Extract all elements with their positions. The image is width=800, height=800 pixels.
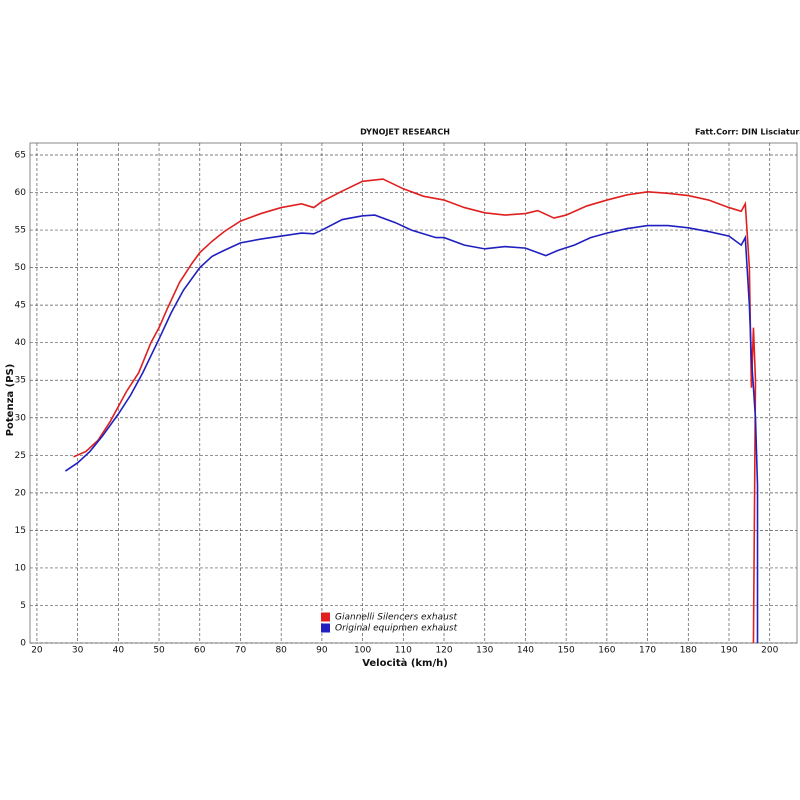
legend-swatch bbox=[321, 623, 330, 633]
y-tick-label: 5 bbox=[20, 601, 26, 611]
chart-subtitle: Fatt.Corr: DIN Lisciatura: bbox=[695, 128, 800, 137]
x-tick-label: 50 bbox=[153, 646, 165, 656]
legend-label: Original equipmen exhaust bbox=[335, 624, 458, 634]
y-tick-label: 60 bbox=[15, 188, 27, 198]
x-axis-label: Velocità (km/h) bbox=[362, 657, 448, 669]
x-tick-label: 30 bbox=[72, 646, 84, 656]
x-tick-label: 80 bbox=[275, 646, 287, 656]
chart-title: DYNOJET RESEARCH bbox=[360, 128, 450, 137]
y-tick-label: 65 bbox=[15, 151, 26, 161]
y-tick-label: 20 bbox=[15, 488, 27, 498]
y-tick-label: 0 bbox=[20, 639, 26, 649]
x-tick-label: 160 bbox=[598, 646, 615, 656]
y-tick-label: 25 bbox=[15, 451, 26, 461]
y-axis-label: Potenza (PS) bbox=[5, 364, 16, 437]
x-tick-label: 180 bbox=[680, 646, 697, 656]
x-tick-label: 90 bbox=[316, 646, 328, 656]
x-tick-label: 130 bbox=[476, 646, 493, 656]
x-tick-label: 60 bbox=[194, 646, 206, 656]
y-tick-label: 15 bbox=[15, 526, 26, 536]
y-tick-label: 45 bbox=[15, 301, 26, 311]
series-line bbox=[73, 178, 757, 644]
x-tick-label: 40 bbox=[113, 646, 125, 656]
y-tick-label: 35 bbox=[15, 376, 26, 386]
legend-swatch bbox=[321, 612, 330, 622]
y-tick-label: 50 bbox=[15, 263, 27, 273]
x-tick-label: 200 bbox=[761, 646, 778, 656]
x-tick-label: 170 bbox=[639, 646, 656, 656]
x-tick-label: 120 bbox=[435, 646, 452, 656]
y-tick-label: 40 bbox=[15, 338, 27, 348]
legend-label: Giannelli Silencers exhaust bbox=[335, 613, 457, 623]
series-line bbox=[64, 214, 759, 643]
y-tick-label: 30 bbox=[15, 413, 27, 423]
x-tick-label: 20 bbox=[31, 646, 43, 656]
x-tick-label: 140 bbox=[517, 646, 534, 656]
x-tick-label: 110 bbox=[395, 646, 412, 656]
x-tick-label: 190 bbox=[720, 646, 737, 656]
x-tick-label: 150 bbox=[558, 646, 575, 656]
x-tick-label: 100 bbox=[354, 646, 371, 656]
x-tick-label: 70 bbox=[235, 646, 247, 656]
y-tick-label: 55 bbox=[15, 226, 26, 236]
y-tick-label: 10 bbox=[15, 563, 27, 573]
